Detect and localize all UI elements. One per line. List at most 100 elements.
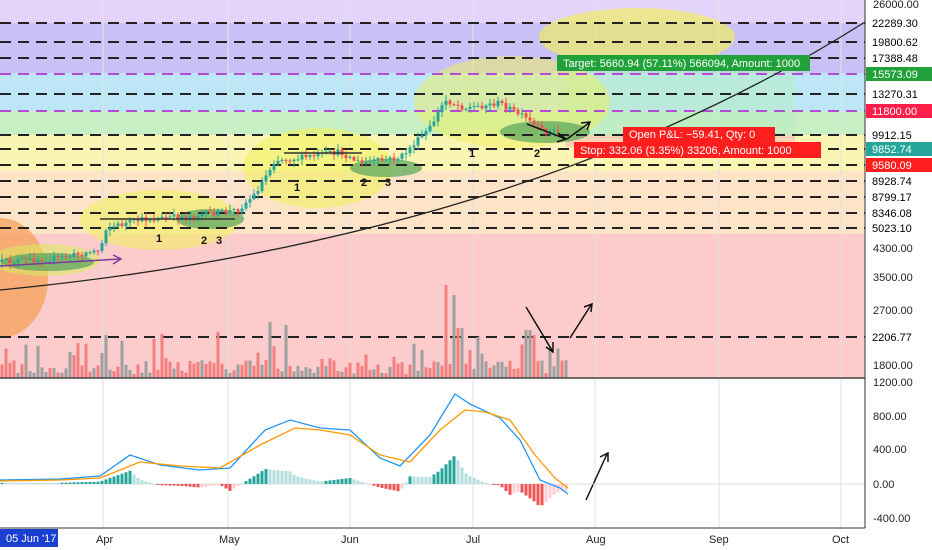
macd-histogram-bar (84, 482, 88, 484)
volume-bar (352, 373, 356, 378)
wave-label: 2 (361, 177, 367, 189)
volume-bar (212, 363, 216, 378)
macd-histogram-bar (196, 484, 200, 488)
macd-histogram-bar (48, 482, 52, 484)
macd-histogram-bar (352, 479, 356, 484)
macd-histogram-bar (496, 484, 500, 486)
candle-body (164, 216, 168, 218)
volume-bar (60, 373, 64, 378)
macd-histogram-bar (136, 477, 140, 484)
macd-histogram-bar (100, 480, 104, 484)
volume-bar (252, 365, 256, 378)
candle-body (340, 149, 344, 155)
volume-bar (372, 369, 376, 378)
macd-histogram-bar (508, 484, 512, 495)
candle-body (440, 105, 444, 113)
candle-body (44, 261, 48, 263)
crosshair-date-label: 05 Jun '17 (6, 533, 56, 545)
wave-label: 3 (216, 235, 222, 247)
macd-histogram-bar (420, 476, 424, 484)
candle-body (76, 252, 80, 255)
candle-body (188, 216, 192, 219)
candle-body (20, 258, 24, 260)
macd-histogram-bar (92, 481, 96, 484)
macd-histogram-bar (288, 471, 292, 484)
macd-histogram-bar (20, 482, 24, 484)
macd-histogram-bar (176, 484, 180, 486)
macd-histogram-bar (308, 479, 312, 484)
candle-body (404, 153, 408, 155)
volume-bar (296, 365, 300, 378)
candle-body (56, 256, 60, 258)
macd-histogram-bar (236, 484, 240, 486)
candle-body (396, 158, 400, 161)
volume-bar (76, 343, 80, 378)
volume-bar (476, 337, 480, 378)
target-label: Target: 5660.94 (57.11%) 566094, Amount:… (563, 58, 800, 70)
macd-histogram-bar (412, 476, 416, 484)
candle-body (352, 156, 356, 161)
volume-bar (344, 367, 348, 378)
volume-bar (100, 353, 104, 378)
volume-bar (208, 361, 212, 378)
macd-histogram-bar (280, 470, 284, 484)
axis-tick-label: -400.00 (873, 513, 910, 525)
volume-bar (68, 351, 72, 378)
base-lines (100, 152, 362, 220)
price-axis[interactable]: 26000.00 4300.00 3500.00 2700.00 1800.00… (864, 0, 932, 550)
macd-signal-line (0, 409, 569, 489)
price-level-label: 22289.30 (872, 18, 918, 30)
price-level-tag (866, 221, 932, 235)
trend-arrows (525, 121, 609, 501)
macd-histogram-bar (348, 478, 352, 484)
candle-body (68, 256, 72, 258)
volume-bar (448, 364, 452, 378)
volume-bar (236, 364, 240, 378)
macd-histogram-bar (532, 484, 536, 502)
macd-histogram-bar (404, 482, 408, 484)
volume-bar (148, 372, 152, 378)
volume-bar (176, 362, 180, 378)
volume-bar (188, 360, 192, 378)
candle-body (360, 160, 364, 163)
volume-bar (472, 368, 476, 378)
candle-body (276, 160, 280, 165)
macd-histogram-bar (368, 484, 372, 485)
time-axis[interactable]: Apr May Jun Jul Aug Sep Oct 05 Jun '17 (0, 527, 932, 550)
price-level-label: 19800.62 (872, 37, 918, 49)
macd-histogram-bar (300, 477, 304, 484)
volume-bar (116, 366, 120, 378)
macd-histogram-bar (380, 484, 384, 488)
axis-tick-label: 3500.00 (873, 272, 913, 284)
volume-bar (196, 361, 200, 378)
crosshair-date-badge (0, 529, 58, 547)
candle-body (16, 259, 20, 263)
candle-body (280, 159, 284, 161)
volume-bar (216, 331, 220, 378)
candle-body (180, 216, 184, 220)
macd-histogram-bar (120, 473, 124, 484)
macd-histogram-bar (156, 484, 160, 485)
macd-histogram-bar (552, 484, 556, 495)
macd-histogram-bar (192, 484, 196, 488)
price-level-lines (0, 22, 865, 229)
macd-histogram-bar (132, 474, 136, 484)
price-level-label: 9912.15 (872, 130, 912, 142)
price-level-tag (866, 35, 932, 49)
candle-body (80, 254, 84, 257)
candle-body (520, 113, 524, 115)
volume-bar (24, 344, 28, 378)
price-level-label: 5023.10 (872, 223, 912, 235)
macd-histogram-bar (112, 476, 116, 484)
candle-body (480, 105, 484, 109)
volume-bar (272, 346, 276, 378)
volume-bar (44, 371, 48, 378)
macd-histogram-bar (564, 484, 568, 492)
candle-body (456, 104, 460, 106)
volume-bar (260, 364, 264, 378)
volume-bar (552, 366, 556, 378)
candle-body (124, 222, 128, 226)
wave-labels: 1 2 3 1 2 3 1 2 (156, 148, 540, 247)
candle-body (376, 158, 380, 160)
